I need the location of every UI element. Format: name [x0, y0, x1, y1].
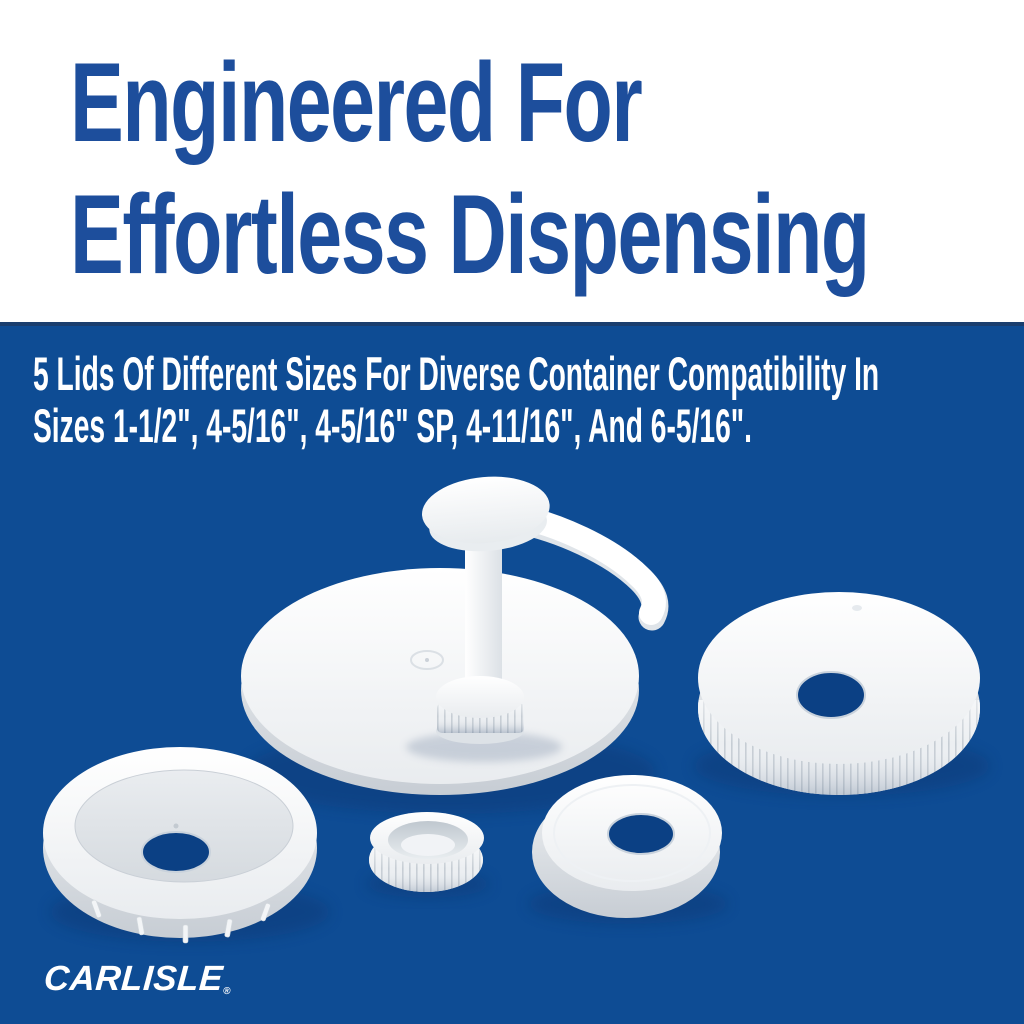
- subtitle-line-1: 5 Lids Of Different Sizes For Diverse Co…: [33, 347, 880, 400]
- knurled-ring-lid-large: [694, 592, 990, 796]
- small-screw-cap: [366, 812, 490, 898]
- lid-center-hole: [607, 813, 675, 855]
- pump-collar: [436, 676, 524, 733]
- brand-logo-text: CARLISLE: [42, 959, 225, 998]
- lid-vent-detail: [410, 650, 444, 670]
- subtitle-text: 5 Lids Of Different Sizes For Diverse Co…: [33, 348, 879, 452]
- page-title: Engineered For Effortless Dispensing: [70, 37, 870, 301]
- pump-stem: [465, 538, 502, 710]
- lid-rim-lugs: [91, 899, 271, 944]
- product-photo: [43, 476, 990, 944]
- pump-knob: [422, 476, 550, 552]
- medium-lid-with-hole: [528, 775, 728, 924]
- flat-ring-lid-with-hole: [43, 747, 330, 944]
- lid-dimple-detail: [852, 605, 862, 611]
- brand-logo: CARLISLE®: [43, 959, 233, 999]
- headline-line-2: Effortless Dispensing: [70, 172, 870, 297]
- pump-spout: [504, 504, 666, 625]
- pump-dispenser: [406, 476, 669, 762]
- headline-band: Engineered For Effortless Dispensing: [0, 0, 1024, 322]
- lid-center-hole: [796, 671, 866, 719]
- divider-line: [0, 322, 1024, 326]
- headline-line-1: Engineered For: [70, 40, 643, 165]
- blue-section: 5 Lids Of Different Sizes For Diverse Co…: [0, 322, 1024, 1024]
- subtitle-line-2: Sizes 1-1/2", 4-5/16", 4-5/16" SP, 4-11/…: [33, 399, 752, 452]
- lid-center-hole: [141, 831, 211, 873]
- registered-trademark-icon: ®: [222, 986, 231, 997]
